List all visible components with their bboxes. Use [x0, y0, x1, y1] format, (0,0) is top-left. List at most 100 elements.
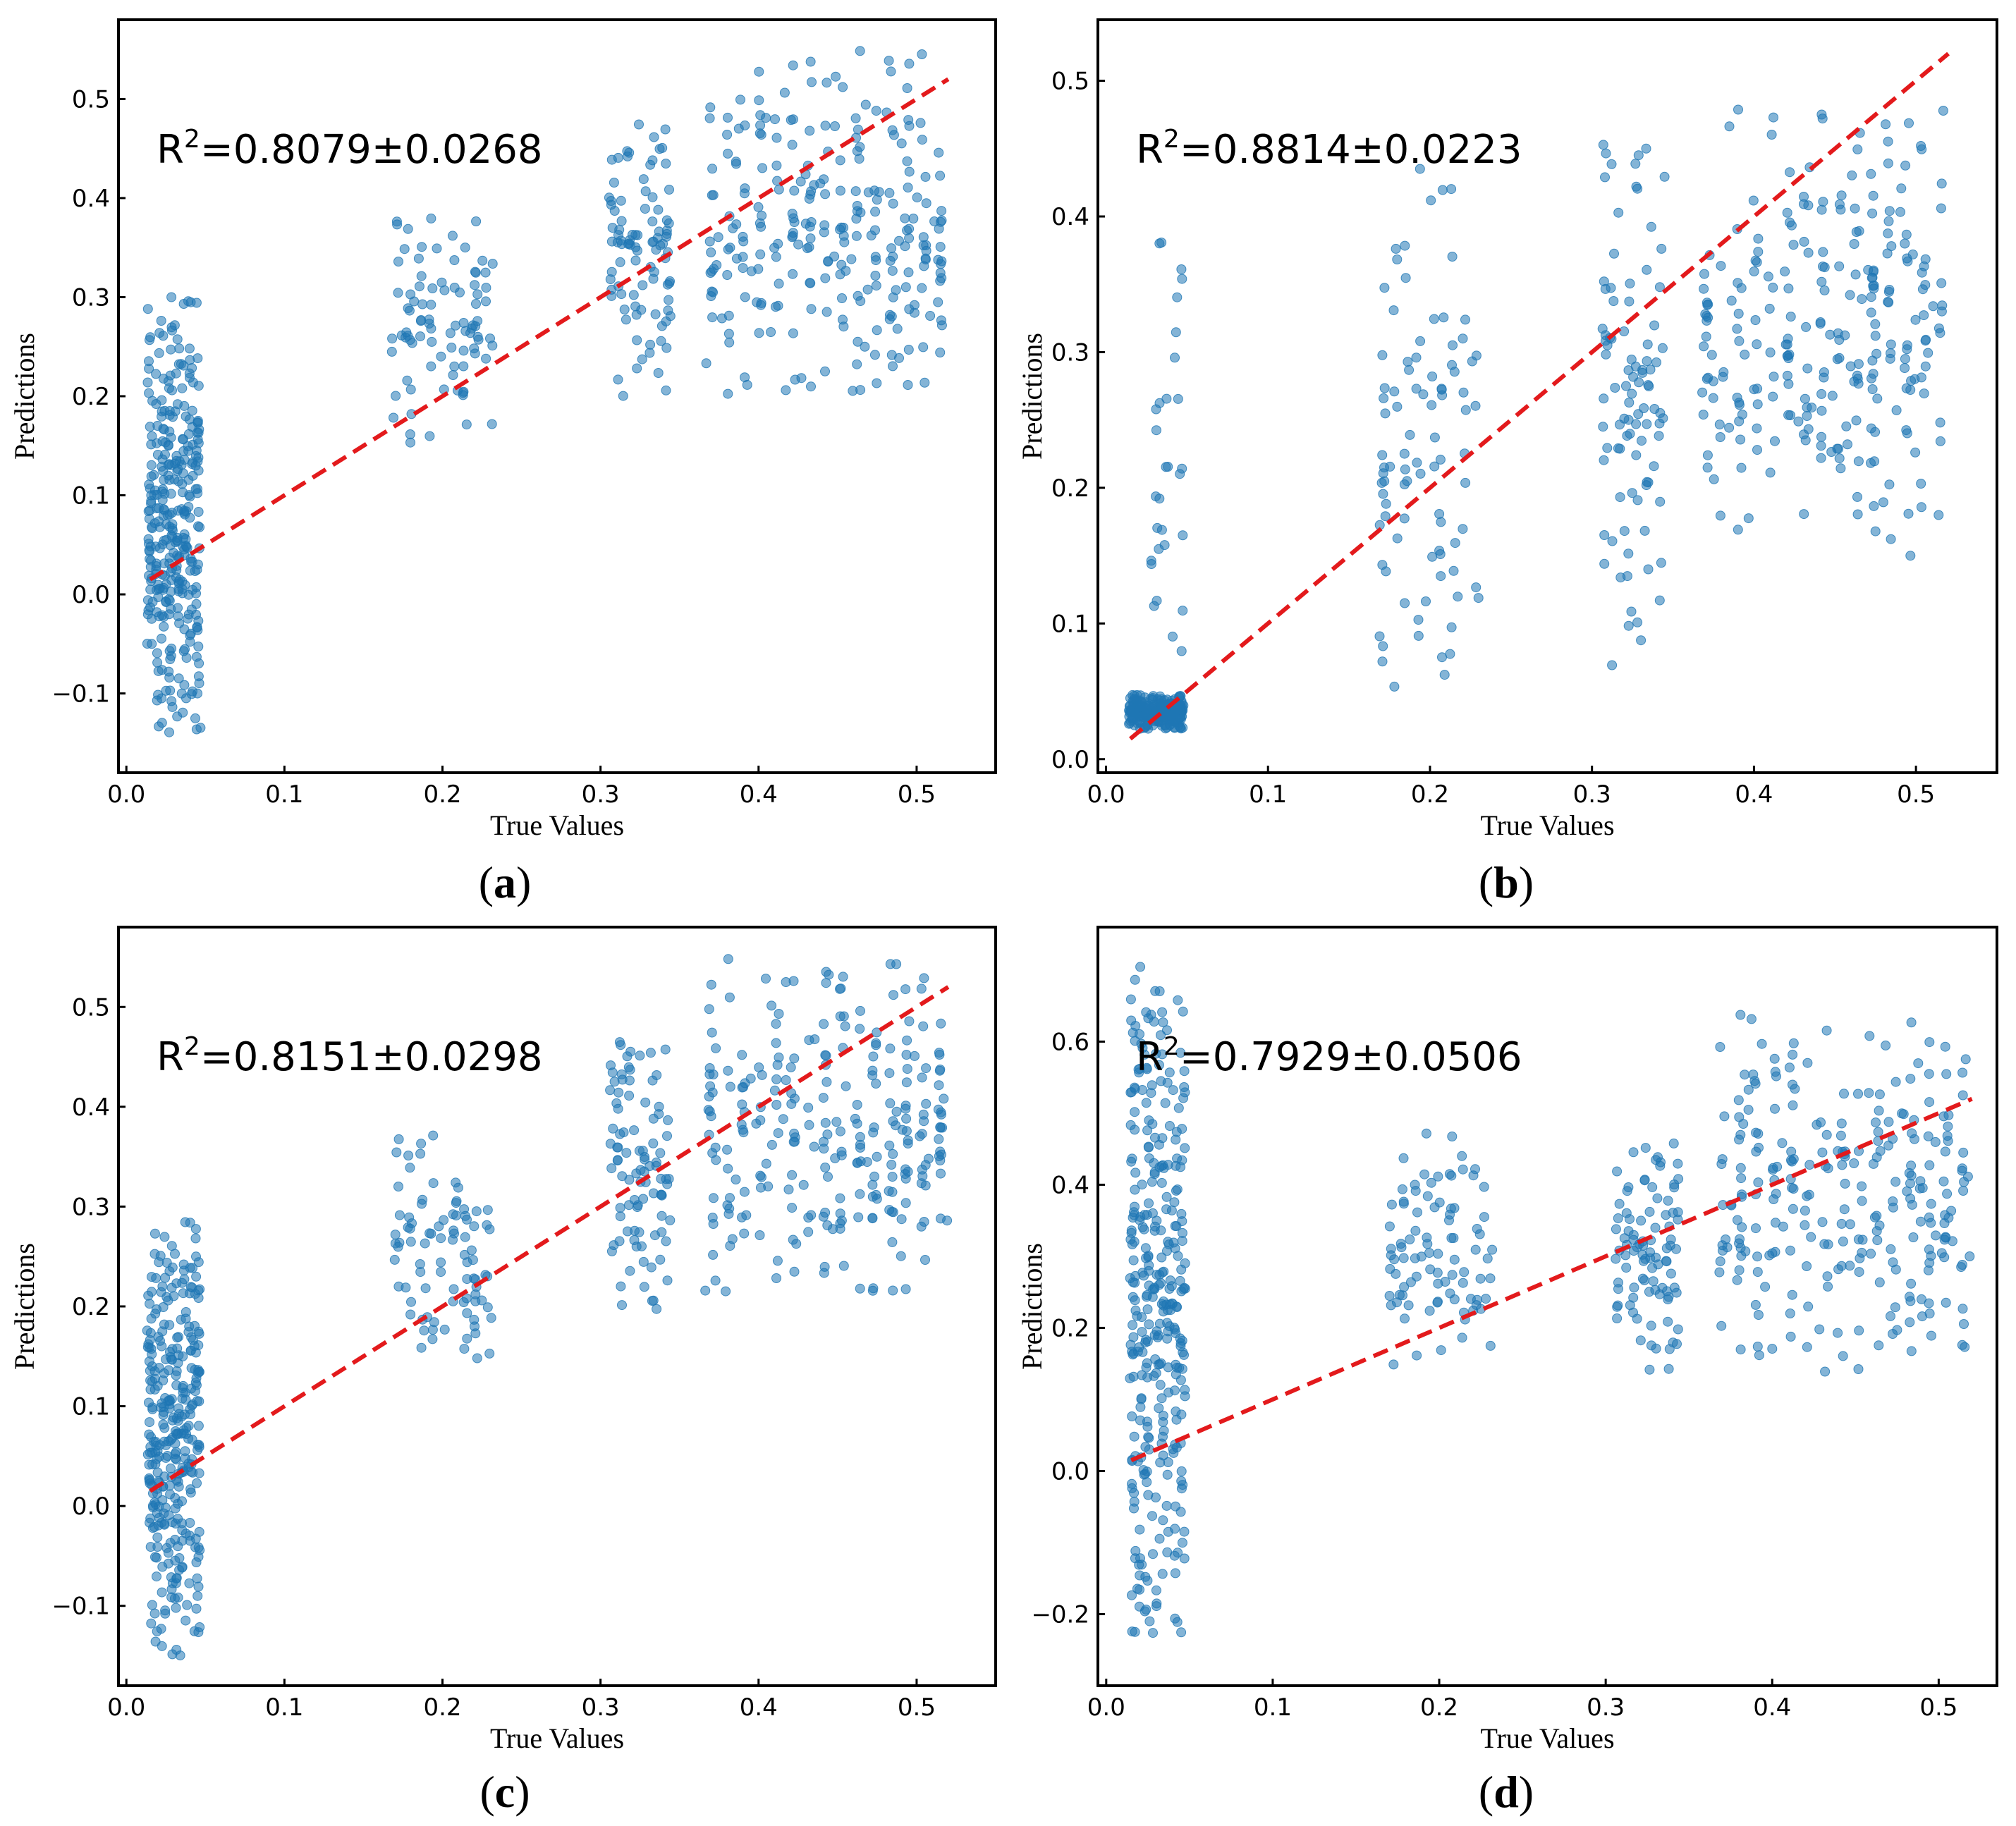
data-point [1485, 1273, 1496, 1284]
data-point [436, 1267, 446, 1277]
data-point [613, 230, 623, 240]
data-point [902, 225, 912, 235]
data-point [1643, 564, 1654, 575]
data-point [181, 1615, 191, 1626]
data-point [181, 1313, 191, 1324]
data-point [1671, 1244, 1681, 1254]
data-point [1402, 476, 1412, 486]
data-point [835, 224, 845, 235]
data-point [1140, 1243, 1151, 1254]
data-point [705, 102, 716, 113]
data-point [1733, 525, 1743, 535]
data-point [1849, 1158, 1859, 1168]
data-point [887, 266, 898, 276]
data-point [916, 1178, 927, 1189]
data-point [1864, 1088, 1874, 1098]
data-point [1699, 341, 1709, 352]
data-point [1883, 228, 1893, 239]
data-point [661, 1174, 671, 1184]
fit-line-d [1130, 1096, 1973, 1463]
data-point [1429, 461, 1440, 472]
data-point [1652, 1193, 1663, 1203]
data-point [1613, 1213, 1623, 1223]
data-point [1144, 1198, 1154, 1208]
data-point [195, 522, 204, 532]
data-point [460, 243, 470, 253]
data-point [640, 1097, 651, 1108]
data-point [1397, 1184, 1407, 1194]
data-point [1177, 1155, 1187, 1165]
data-point [1883, 286, 1894, 297]
data-point [1737, 1189, 1747, 1200]
data-point [731, 253, 742, 264]
data-point [628, 290, 639, 300]
data-point [607, 223, 618, 233]
data-point [613, 1155, 623, 1165]
data-point [1487, 1244, 1498, 1255]
data-point [795, 176, 806, 187]
data-point [1782, 370, 1792, 381]
data-point [185, 630, 195, 641]
data-point [1424, 1248, 1434, 1258]
x-tick-label: 0.1 [265, 1693, 303, 1722]
data-point [1647, 1182, 1658, 1192]
data-point [1598, 422, 1608, 432]
data-point [1415, 468, 1426, 479]
r2-annotation: R2=0.7929±0.0506 [1136, 1032, 1522, 1080]
data-point [190, 1233, 201, 1244]
data-point [1412, 458, 1422, 468]
data-point [171, 1447, 181, 1457]
x-tick-label: 0.3 [582, 1693, 620, 1722]
y-tick-label: 0.0 [72, 1493, 110, 1521]
data-point [1765, 347, 1776, 357]
data-point [1853, 1364, 1864, 1374]
data-point [1434, 546, 1445, 556]
data-point [615, 1211, 625, 1222]
data-point [1855, 1253, 1865, 1263]
data-point [936, 315, 946, 326]
data-point [644, 348, 655, 358]
data-point [1154, 238, 1165, 249]
data-point [434, 1221, 444, 1232]
data-point [1845, 1219, 1855, 1230]
data-point [1913, 1058, 1924, 1069]
data-point [1173, 1103, 1184, 1113]
data-point [1819, 1239, 1830, 1249]
data-point [1125, 994, 1136, 1005]
data-point [1622, 1186, 1632, 1196]
data-point [154, 1512, 164, 1523]
data-point [638, 1256, 649, 1267]
data-point [1156, 1160, 1167, 1171]
data-point [470, 267, 481, 278]
data-point [1895, 207, 1905, 217]
data-point [1668, 1208, 1678, 1218]
data-point [188, 1467, 198, 1478]
data-point [1931, 1230, 1941, 1241]
data-point [820, 189, 831, 200]
data-point [1801, 321, 1812, 332]
data-point [1448, 565, 1459, 576]
data-point [458, 1297, 469, 1307]
data-point [1874, 1105, 1884, 1116]
data-point [1673, 1158, 1683, 1169]
data-point [820, 1117, 831, 1128]
data-point [164, 646, 175, 656]
data-point [867, 1179, 878, 1190]
data-point [1872, 1235, 1883, 1246]
data-point [1785, 1309, 1795, 1318]
data-point [660, 124, 671, 135]
data-point [788, 213, 799, 223]
data-point [399, 244, 410, 255]
data-point [190, 1378, 201, 1387]
data-point [723, 388, 733, 399]
data-point [1910, 447, 1921, 458]
data-point [147, 596, 158, 607]
data-point [1411, 1271, 1422, 1282]
data-point [1154, 398, 1165, 408]
data-point [710, 1142, 721, 1153]
data-point [191, 1251, 201, 1262]
data-point [855, 1189, 865, 1199]
data-point [1939, 1234, 1950, 1245]
data-point [1144, 1433, 1154, 1443]
data-point [1446, 1203, 1456, 1214]
